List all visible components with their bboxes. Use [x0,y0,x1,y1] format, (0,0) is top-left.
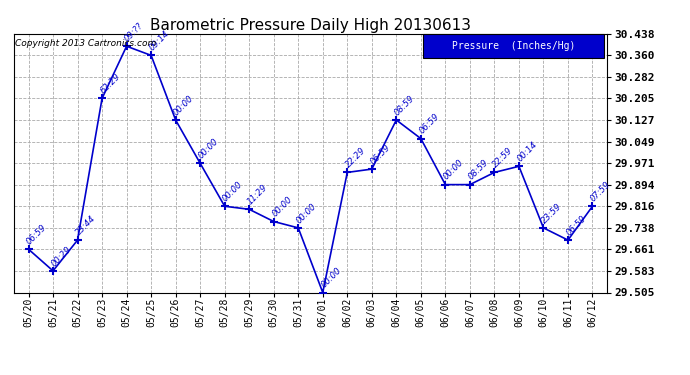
Text: 00:00: 00:00 [295,201,318,225]
Text: 06:59: 06:59 [417,112,441,136]
Text: 23:59: 23:59 [540,201,564,225]
Title: Barometric Pressure Daily High 20130613: Barometric Pressure Daily High 20130613 [150,18,471,33]
Text: 00:00: 00:00 [319,266,343,290]
Text: 07:59: 07:59 [589,180,613,204]
FancyBboxPatch shape [423,34,604,57]
Text: 00:00: 00:00 [442,158,465,182]
Text: 09:??: 09:?? [123,21,146,44]
Text: 00:14: 00:14 [515,140,539,164]
Text: 22:29: 22:29 [344,146,367,170]
Text: Pressure  (Inches/Hg): Pressure (Inches/Hg) [452,40,575,51]
Text: 23:44: 23:44 [74,214,97,237]
Text: 00:00: 00:00 [221,180,245,204]
Text: 00:00: 00:00 [270,195,294,219]
Text: Copyright 2013 Cartronics.com: Copyright 2013 Cartronics.com [15,39,156,48]
Text: 08:59: 08:59 [466,158,490,182]
Text: 06:59: 06:59 [368,143,392,166]
Text: 00:00: 00:00 [197,137,220,160]
Text: 22:59: 22:59 [491,146,515,170]
Text: 00:29: 00:29 [50,244,73,268]
Text: 00:00: 00:00 [172,94,196,117]
Text: 11:29: 11:29 [246,183,269,207]
Text: 62:29: 62:29 [99,72,122,96]
Text: 08:59: 08:59 [393,94,416,117]
Text: 06:59: 06:59 [25,223,48,246]
Text: 06:59: 06:59 [564,214,588,237]
Text: 09:14: 09:14 [148,29,171,53]
